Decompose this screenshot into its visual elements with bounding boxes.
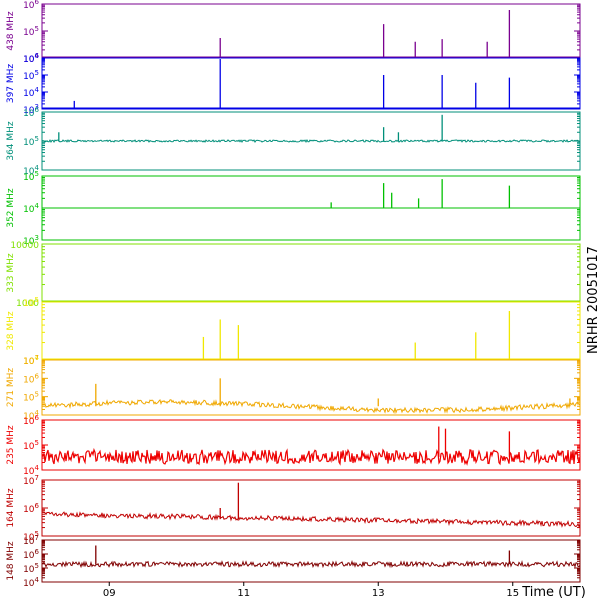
series-line (41, 511, 581, 528)
y-tick-label: 105 (23, 439, 39, 452)
y-tick-label: 106 (23, 502, 39, 515)
panel-frequency-label: 235 MHz (6, 425, 16, 465)
x-tick-label: 13 (372, 588, 385, 599)
panel-333-mhz: 1000 10000 333 MHz (6, 241, 581, 309)
panel-frequency-label: 352 MHz (6, 188, 16, 228)
panel-frame (41, 3, 581, 59)
y-tick-label: 106 (23, 0, 39, 11)
y-tick-label: 106 (23, 372, 39, 385)
panel-frequency-label: 271 MHz (6, 368, 16, 408)
y-tick-label: 106 (23, 548, 39, 561)
series-line (41, 138, 581, 144)
y-tick-label: 10000 (10, 241, 39, 251)
y-tick-label: 105 (23, 69, 39, 82)
y-tick-label: 105 (23, 391, 39, 404)
panel-frequency-label: 148 MHz (6, 541, 16, 581)
series-line (41, 447, 581, 466)
y-tick-label: 105 (23, 135, 39, 148)
y-tick-label: 105 (23, 25, 39, 38)
panel-frequency-label: 397 MHz (6, 64, 16, 104)
x-tick-label: 09 (103, 588, 116, 599)
y-tick-label: 104 (23, 86, 39, 99)
series-line (41, 399, 581, 415)
y-tick-label: 107 (23, 354, 39, 367)
panel-frequency-label: 328 MHz (6, 311, 16, 351)
y-tick-label: 104 (23, 576, 39, 589)
panel-frequency-label: 438 MHz (6, 11, 16, 51)
y-tick-label: 1000 (16, 299, 39, 309)
panel-frequency-label: 333 MHz (6, 253, 16, 293)
y-tick-label: 106 (23, 52, 39, 65)
station-label: NRHR 20051017 (586, 246, 600, 354)
x-axis-title: Time (UT) (521, 585, 586, 600)
panel-frame (41, 57, 581, 110)
x-tick-label: 15 (506, 588, 519, 599)
panel-frame (41, 539, 581, 583)
panel-frequency-label: 164 MHz (6, 488, 16, 528)
y-tick-label: 105 (23, 562, 39, 575)
x-axis: 09 11 13 15 (103, 582, 519, 599)
panel-frame (41, 301, 581, 361)
panel-frequency-label: 364 MHz (6, 121, 16, 161)
panel-frame (41, 243, 581, 303)
series-line (41, 560, 581, 569)
x-tick-label: 11 (237, 588, 250, 599)
panel-frame (41, 479, 581, 537)
y-tick-label: 104 (23, 202, 39, 215)
